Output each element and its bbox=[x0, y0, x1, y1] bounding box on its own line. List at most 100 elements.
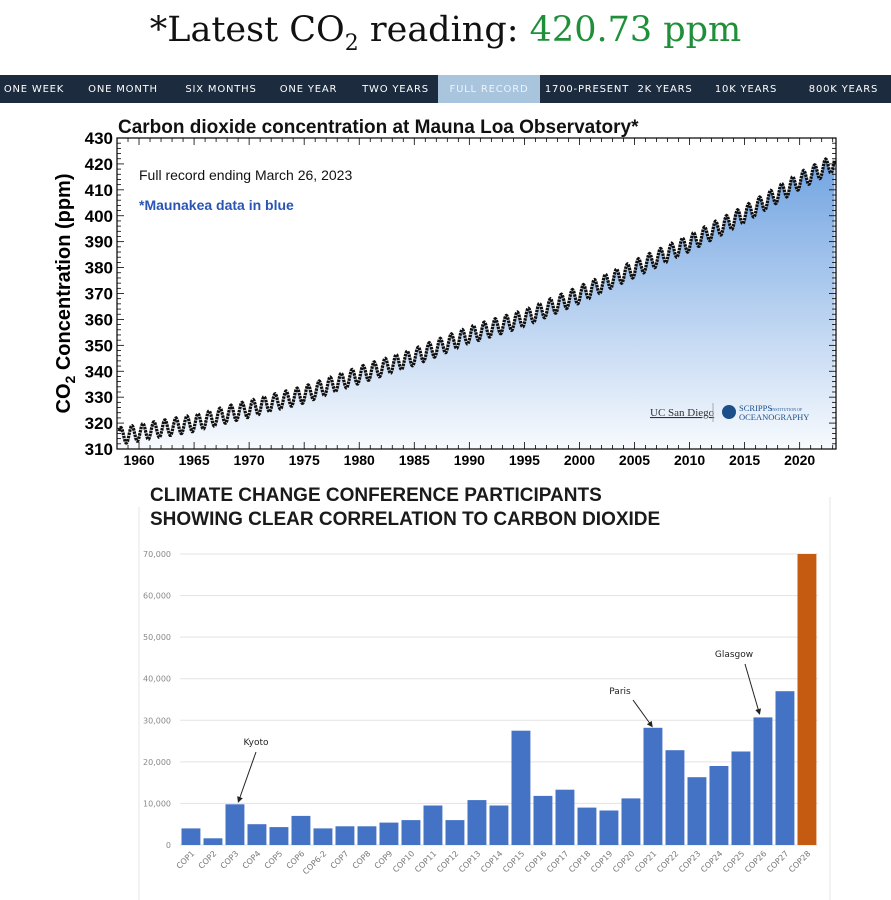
bar-cop24 bbox=[709, 766, 729, 845]
x-tick-label: COP18 bbox=[567, 849, 592, 874]
y-tick-label: 10,000 bbox=[143, 799, 171, 808]
bar-cop28 bbox=[797, 554, 817, 845]
tab-one-month[interactable]: ONE MONTH bbox=[88, 83, 158, 95]
tab-one-week[interactable]: ONE WEEK bbox=[3, 83, 65, 95]
y-tick-label: 410 bbox=[85, 181, 113, 200]
y-tick-label: 400 bbox=[85, 207, 113, 226]
bar-cop16 bbox=[533, 795, 553, 845]
keeling-title: Carbon dioxide concentration at Mauna Lo… bbox=[118, 117, 639, 138]
bar-cop21 bbox=[643, 727, 663, 845]
annotation-glasgow: Glasgow bbox=[715, 650, 753, 660]
x-tick-label: COP16 bbox=[523, 849, 548, 874]
bar-cop23 bbox=[687, 777, 707, 845]
annotation-paris: Paris bbox=[609, 687, 631, 697]
scripps-logo-text: SCRIPPS bbox=[739, 403, 772, 413]
y-tick-label: 390 bbox=[85, 233, 113, 252]
x-tick-label: COP7 bbox=[329, 849, 351, 871]
headline-middle: reading: bbox=[358, 10, 530, 50]
x-tick-label: 1985 bbox=[399, 452, 430, 468]
y-tick-label: 320 bbox=[85, 414, 113, 433]
x-tick-label: COP24 bbox=[699, 849, 724, 874]
y-tick-label: 40,000 bbox=[143, 675, 171, 684]
bar-cop17 bbox=[555, 789, 575, 845]
bar-cop2 bbox=[203, 838, 223, 845]
x-tick-label: 2010 bbox=[674, 452, 705, 468]
y-tick-label: 20,000 bbox=[143, 758, 171, 767]
annotation-kyoto: Kyoto bbox=[243, 738, 269, 748]
bar-cop6-2 bbox=[313, 828, 333, 845]
keeling-curve-chart: 1960 1965 1970 1975 1980 1985 1990 1995 2000 2005… bbox=[53, 117, 837, 468]
x-tick-label: 1970 bbox=[234, 452, 265, 468]
x-tick-label: COP6-2 bbox=[301, 849, 328, 876]
y-tick-label: 340 bbox=[85, 362, 113, 381]
tab-one-year[interactable]: ONE YEAR bbox=[279, 83, 338, 95]
bar-cop22 bbox=[665, 750, 685, 845]
cop-title-line-2: SHOWING CLEAR CORRELATION TO CARBON DIOX… bbox=[150, 509, 661, 530]
x-tick-label: COP25 bbox=[721, 849, 746, 874]
keeling-note: *Maunakea data in blue bbox=[139, 197, 294, 213]
bar-cop25 bbox=[731, 751, 751, 845]
y-tick-label: 380 bbox=[85, 259, 113, 278]
bar-cop15 bbox=[511, 730, 531, 845]
x-tick-label: COP23 bbox=[677, 849, 702, 874]
y-tick-label: 30,000 bbox=[143, 716, 171, 725]
tab-1700-present[interactable]: 1700-PRESENT bbox=[544, 83, 630, 95]
tab-six-months[interactable]: SIX MONTHS bbox=[185, 83, 257, 95]
scripps-logo-text-small: INSTITUTION OF bbox=[771, 407, 803, 412]
y-tick-label: 310 bbox=[85, 440, 113, 459]
x-tick-label: COP10 bbox=[391, 849, 416, 874]
y-tick-label: 50,000 bbox=[143, 633, 171, 642]
bar-cop1 bbox=[181, 828, 201, 845]
y-tick-label: 360 bbox=[85, 310, 113, 329]
x-tick-label: 2005 bbox=[619, 452, 650, 468]
latest-reading-headline: *Latest CO2 reading: 420.73 ppm bbox=[0, 10, 891, 56]
tab-two-years[interactable]: TWO YEARS bbox=[362, 83, 429, 95]
x-tick-label: 2000 bbox=[564, 452, 595, 468]
cop-participants-panel: 0 10,000 20,000 30,000 40,000 50,000 60,000 70,… bbox=[0, 482, 891, 900]
headline-prefix: *Latest CO bbox=[149, 10, 345, 50]
x-tick-label: 1980 bbox=[344, 452, 375, 468]
x-tick-label: COP26 bbox=[743, 849, 768, 874]
scripps-logo-text-2: OCEANOGRAPHY bbox=[739, 412, 809, 422]
bar-cop8 bbox=[357, 826, 377, 845]
x-tick-label: COP1 bbox=[175, 849, 197, 871]
x-tick-label: 1965 bbox=[178, 452, 209, 468]
time-range-tabs: ONE WEEK ONE MONTH SIX MONTHS ONE YEAR TWO Y… bbox=[0, 75, 891, 103]
x-tick-label: COP2 bbox=[197, 849, 219, 871]
keeling-series-line bbox=[117, 157, 836, 445]
y-tick-label: 0 bbox=[166, 841, 171, 850]
x-tick-label: 1990 bbox=[454, 452, 485, 468]
annotation-arrow-kyoto bbox=[237, 751, 257, 803]
x-tick-label: 1975 bbox=[289, 452, 320, 468]
tab-10k-years[interactable]: 10K YEARS bbox=[714, 83, 778, 95]
bar-cop3 bbox=[225, 804, 245, 845]
x-tick-label: COP3 bbox=[219, 849, 241, 871]
ylabel-prefix: CO bbox=[53, 384, 75, 414]
ylabel-suffix: Concentration (ppm) bbox=[53, 173, 75, 375]
bar-cop5 bbox=[269, 827, 289, 845]
tab-2k-years[interactable]: 2K YEARS bbox=[637, 83, 693, 95]
bar-cop11 bbox=[423, 805, 443, 845]
x-tick-label: COP17 bbox=[545, 849, 570, 874]
uc-san-diego-logo: UC San Diego bbox=[650, 407, 715, 419]
tab-800k-years[interactable]: 800K YEARS bbox=[808, 83, 879, 95]
x-tick-label: COP14 bbox=[479, 849, 504, 874]
bar-cop26 bbox=[753, 717, 773, 845]
x-tick-label: COP4 bbox=[241, 849, 263, 871]
keeling-annotation: Full record ending March 26, 2023 bbox=[139, 167, 352, 183]
tab-full-record[interactable]: FULL RECORD bbox=[438, 75, 540, 103]
latest-reading-value: 420.73 ppm bbox=[529, 10, 742, 50]
bar-cop10 bbox=[401, 820, 421, 845]
keeling-y-axis-label: CO2 Concentration (ppm) bbox=[53, 173, 78, 413]
x-tick-label: 1960 bbox=[123, 452, 154, 468]
annotation-arrow-glasgow bbox=[744, 663, 762, 715]
x-tick-label: COP8 bbox=[351, 849, 373, 871]
x-tick-label: COP12 bbox=[435, 849, 460, 874]
ylabel-subscript: 2 bbox=[62, 376, 78, 384]
cop-title-line-1: CLIMATE CHANGE CONFERENCE PARTICIPANTS bbox=[150, 485, 602, 506]
bar-cop9 bbox=[379, 822, 399, 845]
x-tick-label: COP13 bbox=[457, 849, 482, 874]
x-tick-label: COP5 bbox=[263, 849, 285, 871]
x-tick-label: COP20 bbox=[611, 849, 636, 874]
y-tick-label: 430 bbox=[85, 129, 113, 148]
